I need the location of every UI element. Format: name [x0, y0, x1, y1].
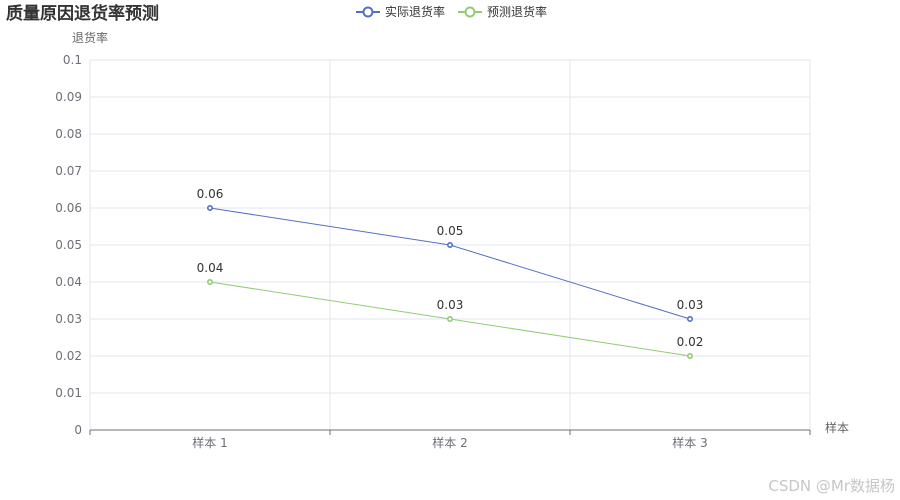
legend-label-1: 预测退货率 — [487, 4, 547, 19]
x-axis-name: 样本 — [825, 420, 849, 435]
y-tick-label-0: 0 — [74, 423, 82, 437]
legend[interactable]: 实际退货率 预测退货率 — [356, 4, 547, 19]
legend-item-1[interactable]: 预测退货率 — [458, 4, 547, 19]
y-tick-label-1: 0.01 — [55, 386, 82, 400]
x-tick-label-0: 样本 1 — [192, 435, 227, 450]
y-tick-label-5: 0.05 — [55, 238, 82, 252]
y-tick-label-3: 0.03 — [55, 312, 82, 326]
series: 0.06 0.05 0.03 0.04 0.03 0.02 — [197, 187, 704, 359]
y-tick-label-2: 0.02 — [55, 349, 82, 363]
watermark: CSDN @Mr数据杨 — [768, 477, 895, 495]
data-point-1-1 — [446, 315, 453, 322]
legend-marker-1 — [464, 6, 476, 18]
chart-title: 质量原因退货率预测 — [6, 3, 159, 24]
legend-marker-0 — [362, 6, 374, 18]
y-tick-label-8: 0.08 — [55, 127, 82, 141]
data-label-0-2: 0.03 — [677, 298, 704, 312]
data-point-0-2 — [686, 315, 693, 322]
y-tick-label-4: 0.04 — [55, 275, 82, 289]
data-label-1-1: 0.03 — [437, 298, 464, 312]
series-1: 0.04 0.03 0.02 — [197, 261, 704, 359]
data-point-0-1 — [446, 242, 453, 249]
axes: 0 0.01 0.02 0.03 0.04 0.05 0.06 0.07 0.08 0.09 0.1… — [55, 53, 811, 450]
legend-label-0: 实际退货率 — [385, 4, 445, 19]
data-label-1-2: 0.02 — [677, 335, 704, 349]
y-tick-label-10: 0.1 — [63, 53, 82, 67]
data-point-1-2 — [686, 352, 693, 359]
x-tick-label-2: 样本 3 — [672, 435, 707, 450]
legend-item-0[interactable]: 实际退货率 — [356, 4, 445, 19]
x-tick-label-1: 样本 2 — [432, 435, 467, 450]
data-label-0-0: 0.06 — [197, 187, 224, 201]
data-label-1-0: 0.04 — [197, 261, 224, 275]
data-point-0-0 — [207, 205, 214, 212]
data-label-0-1: 0.05 — [437, 224, 464, 238]
y-tick-label-6: 0.06 — [55, 201, 82, 215]
data-point-1-0 — [207, 278, 214, 285]
y-tick-label-9: 0.09 — [55, 90, 82, 104]
series-0: 0.06 0.05 0.03 — [197, 187, 704, 322]
y-tick-label-7: 0.07 — [55, 164, 82, 178]
y-axis-name: 退货率 — [72, 30, 108, 45]
